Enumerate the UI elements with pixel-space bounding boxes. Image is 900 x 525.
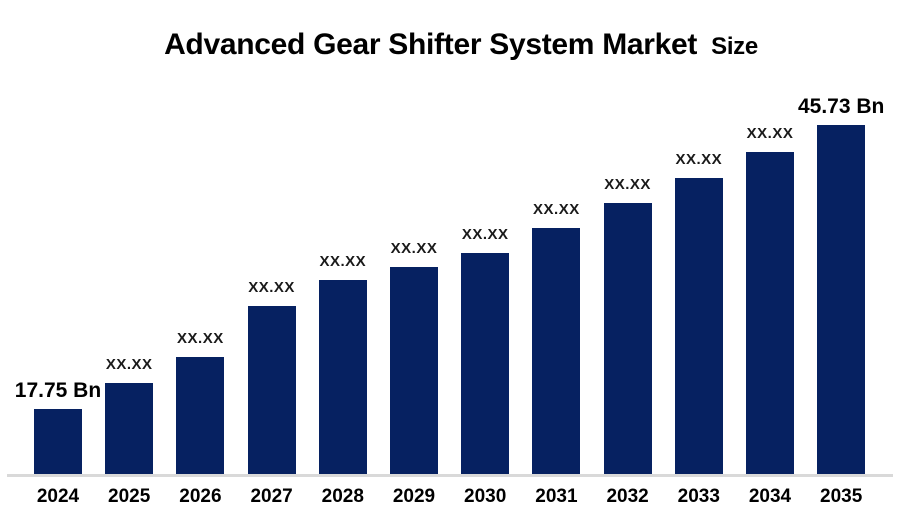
chart-title-main: Advanced Gear Shifter System Market	[164, 28, 698, 61]
bar-2034	[746, 152, 794, 474]
bar-2026	[176, 357, 225, 474]
x-axis-label-2033: 2033	[677, 486, 720, 507]
x-axis-label-2026: 2026	[179, 486, 222, 507]
x-axis-label-2027: 2027	[250, 486, 293, 507]
x-axis-label-2031: 2031	[535, 486, 578, 507]
bar-value-label-2034: XX.XX	[746, 125, 794, 142]
x-axis-label-2032: 2032	[606, 486, 649, 507]
bar-2024	[34, 409, 82, 474]
bar-value-label-2030: XX.XX	[461, 226, 509, 243]
bar-value-label-2035: 45.73 Bn	[797, 95, 885, 118]
bar-value-label-2032: XX.XX	[604, 176, 651, 193]
bar-2025	[105, 383, 154, 474]
bar-2032	[603, 203, 652, 474]
bar-2028	[318, 280, 367, 474]
bar-2027	[247, 306, 296, 474]
x-axis-label-2024: 2024	[36, 486, 80, 507]
bar-value-label-2024: 17.75 Bn	[14, 379, 102, 402]
x-axis-label-2029: 2029	[392, 486, 436, 507]
bar-2029	[390, 267, 438, 474]
x-axis-line	[7, 474, 893, 477]
bar-value-label-2031: XX.XX	[533, 201, 580, 218]
x-axis-label-2025: 2025	[108, 486, 151, 507]
bar-value-label-2027: XX.XX	[248, 279, 295, 296]
bar-2033	[674, 178, 723, 474]
x-axis-label-2034: 2034	[748, 486, 792, 507]
bar-2030	[461, 253, 510, 474]
bar-value-label-2025: XX.XX	[105, 356, 153, 373]
bar-2035	[817, 125, 866, 474]
x-axis-label-2035: 2035	[820, 486, 863, 507]
bar-value-label-2028: XX.XX	[319, 253, 367, 270]
x-axis-label-2030: 2030	[464, 486, 507, 507]
x-axis-label-2028: 2028	[321, 486, 364, 507]
bar-value-label-2033: XX.XX	[675, 151, 723, 168]
bar-value-label-2026: XX.XX	[177, 330, 224, 347]
chart-title-suffix: Size	[711, 33, 758, 60]
bar-value-label-2029: XX.XX	[390, 240, 438, 257]
bar-2031	[532, 228, 581, 474]
chart-title: Advanced Gear Shifter System Market Size	[0, 28, 900, 62]
